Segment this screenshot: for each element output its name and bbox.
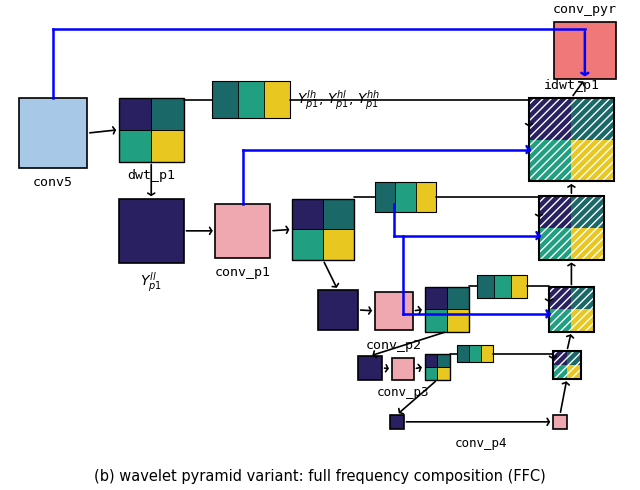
Bar	[572, 309, 594, 332]
Bar	[549, 287, 572, 309]
Bar	[553, 365, 567, 379]
Bar	[19, 98, 87, 169]
Bar	[572, 196, 604, 228]
Bar	[438, 354, 451, 367]
Bar	[390, 415, 404, 429]
Bar	[424, 309, 447, 332]
Bar	[572, 98, 614, 140]
Bar	[119, 98, 184, 162]
Bar	[323, 229, 354, 260]
Bar	[553, 415, 567, 429]
Text: conv_p3: conv_p3	[376, 387, 429, 399]
Bar	[424, 354, 438, 367]
Text: conv_pyr: conv_pyr	[553, 3, 617, 16]
Bar	[511, 274, 527, 298]
Bar	[264, 81, 290, 119]
Text: idwt_p1: idwt_p1	[543, 79, 600, 92]
Bar	[424, 367, 438, 380]
Bar	[416, 182, 436, 212]
Bar	[292, 229, 323, 260]
Bar	[572, 228, 604, 260]
Bar	[553, 351, 567, 365]
Bar	[458, 345, 493, 362]
Bar	[539, 228, 572, 260]
Bar	[392, 358, 413, 380]
Bar	[529, 98, 572, 140]
Bar	[572, 309, 594, 332]
Bar	[567, 351, 581, 365]
Bar	[567, 365, 581, 379]
Bar	[539, 196, 604, 260]
Bar	[539, 196, 572, 228]
Bar	[549, 287, 572, 309]
Text: $Y_{p1}^{ll}$: $Y_{p1}^{ll}$	[140, 270, 162, 294]
Text: conv_p4: conv_p4	[455, 437, 508, 449]
Bar	[572, 140, 614, 181]
Bar	[151, 130, 184, 162]
Bar	[567, 351, 581, 365]
Bar	[539, 228, 572, 260]
Bar	[292, 199, 323, 229]
Bar	[477, 274, 494, 298]
Text: conv5: conv5	[33, 176, 73, 189]
Text: (b) wavelet pyramid variant: full frequency composition (FFC): (b) wavelet pyramid variant: full freque…	[94, 469, 546, 484]
Bar	[424, 354, 451, 380]
Bar	[554, 22, 616, 79]
Bar	[572, 287, 594, 309]
Bar	[375, 292, 413, 330]
Bar	[572, 287, 594, 309]
Bar	[529, 140, 572, 181]
Bar	[323, 199, 354, 229]
Bar	[572, 228, 604, 260]
Bar	[469, 345, 481, 362]
Bar	[572, 140, 614, 181]
Bar	[567, 365, 581, 379]
Bar	[292, 199, 354, 260]
Bar	[212, 81, 238, 119]
Bar	[119, 98, 151, 130]
Bar	[572, 98, 614, 140]
Bar	[549, 309, 572, 332]
Bar	[375, 182, 436, 212]
Bar	[494, 274, 511, 298]
Bar	[318, 290, 358, 330]
Bar	[438, 367, 451, 380]
Bar	[539, 196, 572, 228]
Bar	[477, 274, 527, 298]
Bar	[529, 98, 572, 140]
Bar	[396, 182, 416, 212]
Text: conv_p2: conv_p2	[365, 340, 422, 352]
Bar	[375, 182, 396, 212]
Bar	[424, 287, 447, 309]
Bar	[119, 199, 184, 263]
Text: conv_p1: conv_p1	[215, 266, 271, 279]
Bar	[458, 345, 469, 362]
Bar	[212, 81, 290, 119]
Bar	[151, 98, 184, 130]
Bar	[553, 351, 581, 379]
Bar	[481, 345, 493, 362]
Bar	[549, 309, 572, 332]
Bar	[447, 287, 469, 309]
Bar	[553, 351, 567, 365]
Bar	[529, 98, 614, 181]
Bar	[119, 130, 151, 162]
Bar	[358, 356, 381, 380]
Bar	[424, 287, 469, 332]
Bar	[549, 287, 594, 332]
Bar	[238, 81, 264, 119]
Text: $Y_{p1}^{lh}$, $Y_{p1}^{hl}$, $Y_{p1}^{hh}$: $Y_{p1}^{lh}$, $Y_{p1}^{hl}$, $Y_{p1}^{h…	[297, 88, 380, 112]
Bar	[572, 196, 604, 228]
Bar	[553, 365, 567, 379]
Bar	[447, 309, 469, 332]
Bar	[216, 204, 270, 258]
Bar	[529, 140, 572, 181]
Text: dwt_p1: dwt_p1	[127, 170, 175, 182]
